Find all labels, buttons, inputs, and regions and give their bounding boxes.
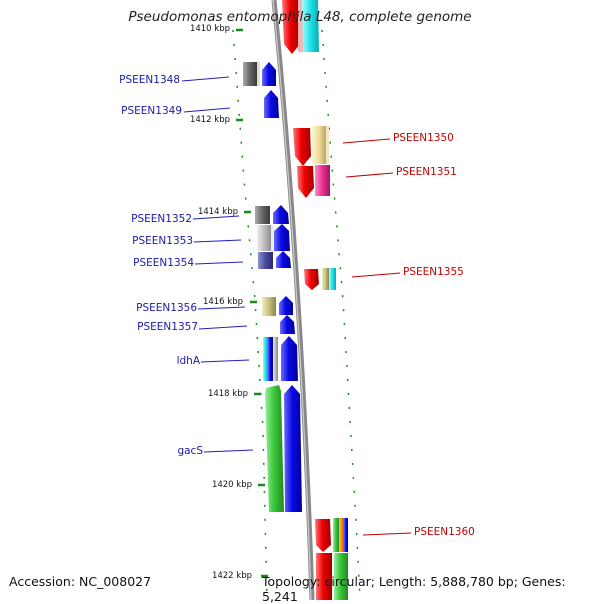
page-title: Pseudomonas entomophila L48, complete ge… [128, 9, 472, 25]
genome-backbone-highlight [272, 0, 312, 600]
gene-label-PSEEN1354[interactable]: PSEEN1354 [133, 257, 194, 269]
gene-PSEEN1356 [279, 296, 293, 315]
gene-bottom-green [334, 553, 348, 600]
scale-label-1422: 1422 kbp [211, 571, 252, 581]
gene-ldhA [281, 336, 298, 381]
gene-PSEEN1350-wheat [312, 126, 326, 164]
gene-label-PSEEN1360[interactable]: PSEEN1360 [414, 526, 475, 538]
gene-PSEEN1350 [293, 128, 311, 166]
gene-label-PSEEN1349[interactable]: PSEEN1349 [121, 105, 182, 117]
gene-label-gacS[interactable]: gacS [177, 445, 203, 457]
gene-PSEEN1352-grey [255, 206, 270, 224]
gene-ldhA-blue [268, 337, 273, 381]
gene-label-PSEEN1357[interactable]: PSEEN1357 [137, 321, 198, 333]
gene-PSEEN1355-khaki [322, 268, 329, 290]
gene-gacS [284, 385, 302, 512]
scale-label-1410: 1410 kbp [189, 24, 230, 34]
gene-label-PSEEN1356[interactable]: PSEEN1356 [136, 302, 197, 314]
gene-PSEEN1348-light [257, 62, 260, 86]
gene-PSEEN1360-blue [344, 518, 348, 552]
accession-text: Accession: NC_008027 [9, 574, 152, 589]
gene-label-PSEEN1352[interactable]: PSEEN1352 [131, 213, 192, 225]
gene-PSEEN1353 [274, 224, 290, 251]
gene-label-PSEEN1355[interactable]: PSEEN1355 [403, 266, 464, 278]
gene-gacS-green [265, 385, 284, 512]
gene-top-red [282, 0, 300, 54]
gene-PSEEN1352 [273, 205, 289, 224]
scale-label-1418: 1418 kbp [207, 389, 248, 399]
gene-label-PSEEN1353[interactable]: PSEEN1353 [132, 235, 193, 247]
gene-PSEEN1348 [262, 62, 276, 86]
gene-PSEEN1354 [276, 251, 291, 268]
gene-PSEEN1355-cyan [329, 268, 336, 290]
gene-PSEEN1354-navy [258, 252, 273, 269]
gene-label-PSEEN1351[interactable]: PSEEN1351 [396, 166, 457, 178]
gene-PSEEN1353-strip [271, 225, 274, 251]
gene-PSEEN1353-lgrey [257, 225, 272, 251]
gene-PSEEN1360-orange [339, 518, 344, 552]
genome-backbone [271, 0, 315, 600]
gene-top-pink [298, 0, 303, 52]
scale-ticks [236, 28, 268, 578]
gene-PSEEN1350-light [326, 126, 329, 164]
right-tick-track [321, 29, 361, 600]
gene-ldhA-lgrey [273, 337, 278, 381]
gene-ldhA-cyan [263, 337, 268, 381]
gene-PSEEN1360 [315, 519, 331, 552]
right-leader-lines [342, 138, 412, 536]
gene-PSEEN1355 [304, 269, 319, 290]
gene-PSEEN1356-khaki [262, 297, 276, 316]
gene-top-cyan [302, 0, 319, 52]
scale-label-1416: 1416 kbp [202, 297, 243, 307]
gene-label-PSEEN1348[interactable]: PSEEN1348 [119, 74, 180, 86]
gene-PSEEN1351-pink [315, 165, 330, 196]
gene-PSEEN1348-grey [243, 62, 257, 86]
gene-PSEEN1357 [280, 315, 295, 334]
gene-PSEEN1349 [264, 90, 279, 118]
left-leader-lines [181, 76, 254, 453]
gene-PSEEN1351 [297, 166, 314, 198]
scale-label-1412: 1412 kbp [189, 115, 230, 125]
scale-label-1420: 1420 kbp [211, 480, 252, 490]
gene-PSEEN1360-green [333, 518, 339, 552]
scale-label-1414: 1414 kbp [197, 207, 238, 217]
gene-bottom-red [316, 553, 332, 600]
gene-label-PSEEN1350[interactable]: PSEEN1350 [393, 132, 454, 144]
left-tick-track [232, 29, 268, 600]
gene-label-ldhA[interactable]: ldhA [176, 355, 200, 367]
